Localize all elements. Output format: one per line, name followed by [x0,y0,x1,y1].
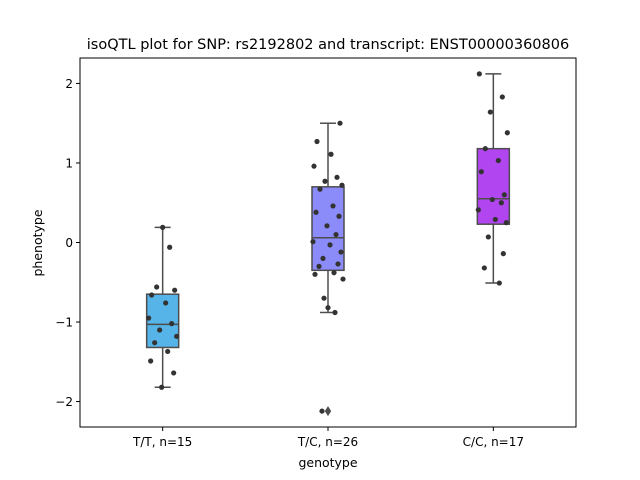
x-axis: T/T, n=15 T/C, n=26 C/C, n=17 [132,427,524,449]
box [311,186,345,272]
data-point [332,309,338,316]
data-point [325,305,331,311]
data-point [475,207,481,213]
data-point [501,192,507,198]
data-point [313,209,319,215]
y-axis-label: phenotype [30,209,45,276]
data-point [485,234,491,240]
y-tick-label: 0 [65,236,73,250]
data-point [160,224,166,230]
data-point [487,109,493,115]
data-point [482,146,488,152]
data-point [334,174,340,180]
x-tick-label: T/C, n=26 [297,435,358,449]
data-point [330,203,336,209]
x-tick-label: T/T, n=15 [132,435,192,449]
box [145,293,180,349]
data-point [481,265,487,271]
data-point [499,94,505,100]
data-point [500,251,506,257]
data-point [314,138,320,145]
data-point [333,231,339,238]
box-group [310,120,346,417]
data-point [311,163,317,169]
data-point [321,295,327,301]
y-tick-label: 2 [65,77,73,91]
data-point [476,71,482,77]
data-point [159,384,165,390]
data-point [149,292,155,298]
data-point [169,321,175,327]
x-tick-label: C/C, n=17 [463,435,524,449]
data-point [498,200,504,206]
data-point [478,169,484,175]
y-tick-label: −2 [55,395,73,409]
data-point [316,263,322,269]
data-point [504,130,510,136]
data-point [337,120,343,126]
chart-title: isoQTL plot for SNP: rs2192802 and trans… [87,37,569,53]
x-axis-label: genotype [298,455,357,470]
y-axis: 2 1 0 −1 −2 [55,77,80,409]
plot-content [145,71,511,417]
data-point [152,340,158,346]
data-point [495,157,501,164]
data-point [312,271,318,277]
data-point [317,186,323,192]
data-point [157,327,163,333]
data-point [165,348,171,355]
data-point [338,249,344,255]
data-point [492,216,498,223]
data-point [310,239,316,245]
data-point [319,408,325,414]
data-point [167,244,173,250]
data-point [328,151,334,157]
box-group [475,71,511,286]
data-point [327,242,333,248]
data-point [339,182,345,188]
box-group [145,224,180,390]
data-point [174,333,180,339]
data-point [171,370,177,376]
box [476,147,511,225]
y-tick-label: 1 [65,156,73,170]
data-point [163,300,169,306]
data-point [335,261,341,267]
data-point [324,223,330,229]
data-point [496,280,502,286]
outlier-marker [324,406,332,417]
data-point [489,196,495,203]
data-point [320,255,326,262]
y-tick-label: −1 [55,316,73,330]
data-point [146,315,152,321]
data-point [154,284,160,290]
data-point [148,358,154,364]
data-point [322,178,328,184]
data-point [331,270,337,276]
data-point [336,213,342,219]
data-point [503,220,509,226]
data-point [172,287,178,293]
data-point [340,276,346,282]
